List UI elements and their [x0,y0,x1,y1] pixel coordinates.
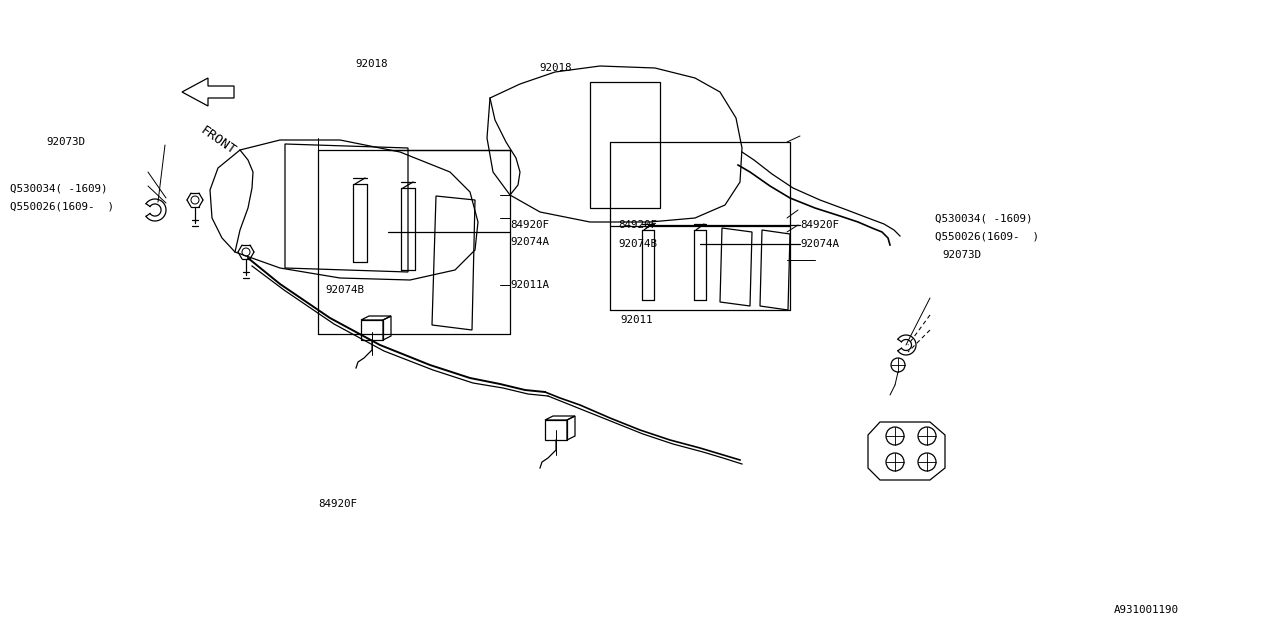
Text: 92074A: 92074A [509,237,549,247]
Text: 92018: 92018 [540,63,572,73]
Text: Q530034( -1609): Q530034( -1609) [934,213,1033,223]
Text: 92011: 92011 [620,315,653,325]
Text: 84920F: 84920F [618,220,657,230]
Text: 92011A: 92011A [509,280,549,290]
Text: 92073D: 92073D [942,250,980,260]
Text: 84920F: 84920F [509,220,549,230]
Text: 92074B: 92074B [618,239,657,249]
Text: 92074A: 92074A [800,239,838,249]
Text: A931001190: A931001190 [1114,605,1179,615]
Text: 92018: 92018 [356,59,388,69]
Text: Q550026(1609-  ): Q550026(1609- ) [10,201,114,211]
Text: 92073D: 92073D [46,137,84,147]
Text: Q550026(1609-  ): Q550026(1609- ) [934,231,1039,241]
Text: Q530034( -1609): Q530034( -1609) [10,183,108,193]
Text: 84920F: 84920F [800,220,838,230]
Text: FRONT: FRONT [198,124,238,157]
Text: 92074B: 92074B [325,285,364,295]
Text: 84920F: 84920F [317,499,357,509]
